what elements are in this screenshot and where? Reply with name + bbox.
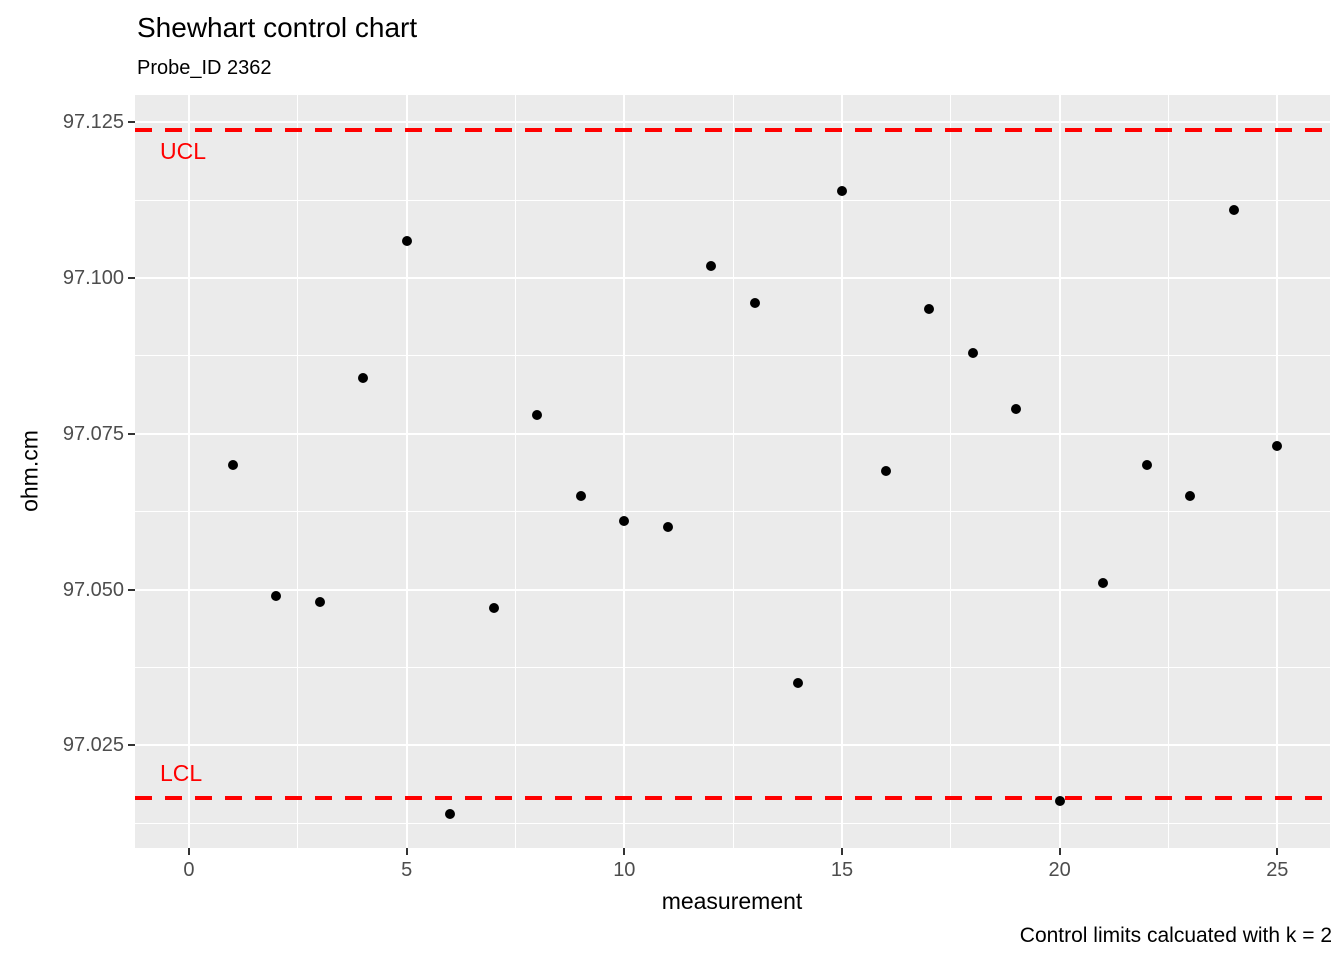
- data-point: [1185, 491, 1196, 502]
- y-major-gridline: [135, 588, 1330, 591]
- y-tick-label: 97.025: [62, 734, 124, 757]
- x-tick-label: 10: [613, 859, 636, 881]
- x-axis-tick: [1058, 848, 1061, 855]
- chart-caption: Control limits calcuated with k = 2: [1019, 924, 1332, 947]
- y-tick-label: 97.075: [62, 422, 124, 445]
- y-major-gridline: [135, 744, 1330, 747]
- data-point: [793, 677, 804, 688]
- x-major-gridline: [1058, 95, 1061, 848]
- x-major-gridline: [405, 95, 408, 848]
- y-axis-tick: [128, 121, 135, 124]
- data-point: [706, 260, 717, 271]
- data-point: [749, 298, 760, 309]
- chart-subtitle: Probe_ID 2362: [137, 57, 272, 79]
- data-point: [227, 459, 238, 470]
- x-major-gridline: [1276, 95, 1279, 848]
- y-tick-label: 97.050: [62, 578, 124, 601]
- y-axis-tick: [128, 432, 135, 435]
- y-tick-label: 97.100: [62, 267, 124, 290]
- x-axis-tick: [1276, 848, 1279, 855]
- data-point: [967, 347, 978, 358]
- y-minor-gridline: [135, 822, 1330, 824]
- x-minor-gridline: [732, 95, 734, 848]
- x-minor-gridline: [514, 95, 516, 848]
- data-point: [358, 372, 369, 383]
- y-minor-gridline: [135, 199, 1330, 201]
- ucl-line: [135, 127, 1330, 132]
- y-tick-label: 97.125: [62, 111, 124, 134]
- data-point: [575, 491, 586, 502]
- chart-title: Shewhart control chart: [137, 12, 418, 43]
- data-point: [1054, 796, 1065, 807]
- x-axis-tick: [187, 848, 190, 855]
- x-axis-tick: [405, 848, 408, 855]
- x-minor-gridline: [297, 95, 299, 848]
- data-point: [924, 304, 935, 315]
- data-point: [1272, 441, 1283, 452]
- data-point: [619, 516, 630, 526]
- lcl-line: [135, 795, 1330, 800]
- y-minor-gridline: [135, 355, 1330, 357]
- x-major-gridline: [187, 95, 190, 848]
- y-major-gridline: [135, 432, 1330, 435]
- x-tick-label: 15: [830, 859, 854, 881]
- y-minor-gridline: [135, 511, 1330, 513]
- plot-panel: UCL LCL: [135, 95, 1330, 848]
- y-axis-tick: [128, 277, 135, 280]
- x-tick-label: 5: [401, 859, 413, 881]
- data-point: [1011, 403, 1022, 414]
- data-point: [532, 410, 543, 421]
- x-major-gridline: [623, 95, 626, 848]
- data-point: [488, 603, 499, 614]
- lcl-label: LCL: [160, 759, 203, 786]
- x-tick-label: 0: [183, 859, 195, 881]
- data-point: [836, 185, 847, 196]
- y-minor-gridline: [135, 666, 1330, 668]
- y-major-gridline: [135, 277, 1330, 280]
- data-point: [445, 808, 456, 819]
- data-point: [401, 235, 412, 246]
- x-minor-gridline: [950, 95, 952, 848]
- x-axis-tick: [840, 848, 843, 855]
- data-point: [314, 596, 325, 607]
- ucl-label: UCL: [160, 137, 207, 164]
- x-tick-label: 25: [1266, 859, 1289, 881]
- data-point: [271, 590, 282, 601]
- y-axis-tick: [128, 588, 135, 591]
- data-point: [1228, 204, 1239, 215]
- y-axis-tick: [128, 744, 135, 747]
- data-point: [1141, 459, 1152, 470]
- data-point: [662, 522, 673, 533]
- data-point: [880, 466, 891, 477]
- x-axis-title: measurement: [661, 888, 803, 914]
- x-major-gridline: [840, 95, 843, 848]
- x-minor-gridline: [1167, 95, 1169, 848]
- x-axis-tick: [623, 848, 626, 855]
- y-major-gridline: [135, 121, 1330, 124]
- data-point: [1098, 578, 1109, 589]
- x-tick-label: 20: [1048, 859, 1071, 881]
